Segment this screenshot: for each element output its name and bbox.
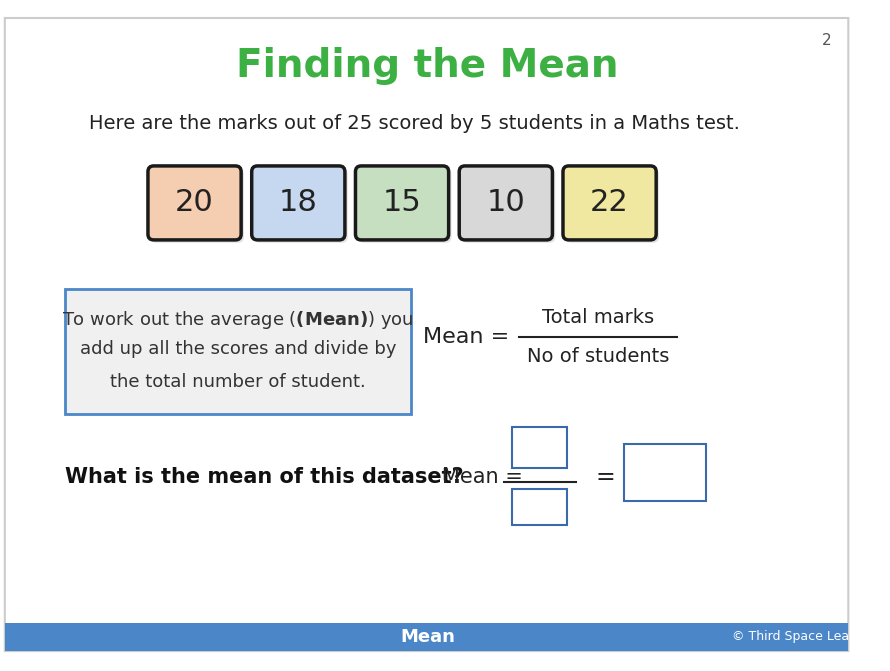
FancyBboxPatch shape xyxy=(566,169,659,243)
Text: the total number of student.: the total number of student. xyxy=(110,373,366,391)
Bar xyxy=(4,623,848,651)
FancyBboxPatch shape xyxy=(512,427,567,468)
FancyBboxPatch shape xyxy=(150,169,244,243)
Text: 15: 15 xyxy=(383,189,422,217)
Text: Mean: Mean xyxy=(400,627,455,646)
FancyBboxPatch shape xyxy=(512,488,567,525)
Text: © Third Space Learning: © Third Space Learning xyxy=(732,630,882,643)
FancyBboxPatch shape xyxy=(625,444,706,501)
FancyBboxPatch shape xyxy=(359,169,451,243)
Text: To work out the average ($\bf{(Mean)}$) you: To work out the average ($\bf{(Mean)}$) … xyxy=(62,309,414,331)
Text: No of students: No of students xyxy=(527,347,669,366)
Text: 22: 22 xyxy=(590,189,629,217)
FancyBboxPatch shape xyxy=(563,166,656,240)
Text: 10: 10 xyxy=(487,189,525,217)
FancyBboxPatch shape xyxy=(462,169,555,243)
Text: add up all the scores and divide by: add up all the scores and divide by xyxy=(80,340,397,358)
Text: =: = xyxy=(595,465,615,489)
Text: Total marks: Total marks xyxy=(542,308,654,327)
Text: Mean =: Mean = xyxy=(423,327,509,347)
Text: What is the mean of this dataset?: What is the mean of this dataset? xyxy=(65,467,464,487)
FancyBboxPatch shape xyxy=(252,166,345,240)
Text: 2: 2 xyxy=(821,33,831,48)
Text: Mean =: Mean = xyxy=(442,467,522,487)
FancyBboxPatch shape xyxy=(355,166,449,240)
FancyBboxPatch shape xyxy=(65,289,411,414)
Text: Finding the Mean: Finding the Mean xyxy=(236,47,619,85)
Text: Here are the marks out of 25 scored by 5 students in a Maths test.: Here are the marks out of 25 scored by 5… xyxy=(89,114,740,133)
Text: To work out the average (Mean) you: To work out the average (Mean) you xyxy=(0,670,1,671)
Text: 20: 20 xyxy=(175,189,214,217)
FancyBboxPatch shape xyxy=(459,166,553,240)
FancyBboxPatch shape xyxy=(148,166,241,240)
Text: To work out the average (​Mean​) you: To work out the average (​Mean​) you xyxy=(0,670,1,671)
Text: 18: 18 xyxy=(279,189,318,217)
FancyBboxPatch shape xyxy=(4,18,848,651)
FancyBboxPatch shape xyxy=(255,169,348,243)
